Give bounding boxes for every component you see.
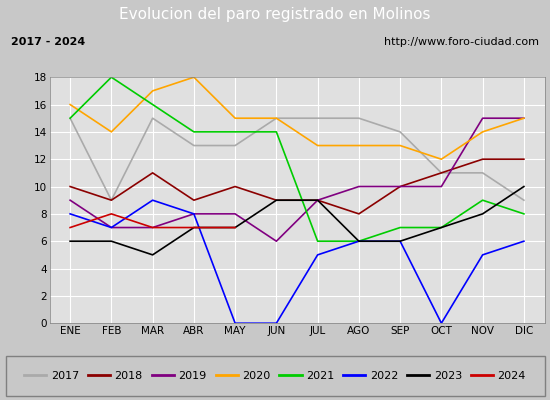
Text: Evolucion del paro registrado en Molinos: Evolucion del paro registrado en Molinos (119, 8, 431, 22)
Text: http://www.foro-ciudad.com: http://www.foro-ciudad.com (384, 37, 539, 47)
Legend: 2017, 2018, 2019, 2020, 2021, 2022, 2023, 2024: 2017, 2018, 2019, 2020, 2021, 2022, 2023… (20, 366, 530, 386)
Text: 2017 - 2024: 2017 - 2024 (11, 37, 85, 47)
